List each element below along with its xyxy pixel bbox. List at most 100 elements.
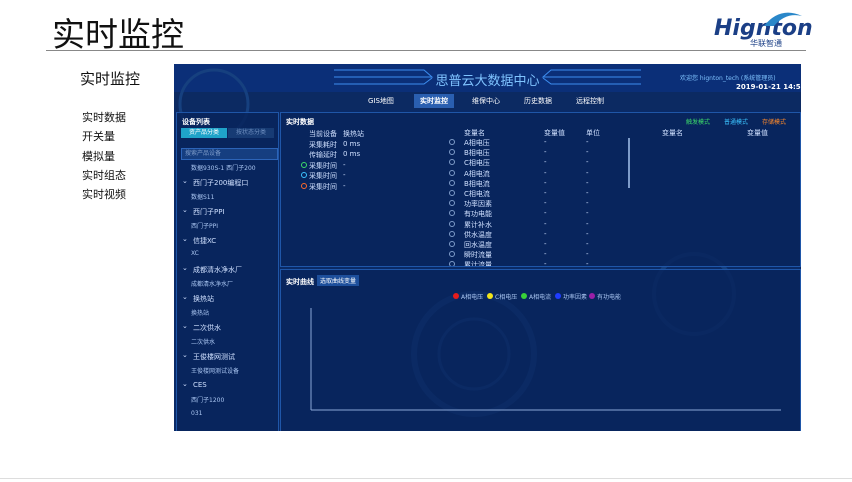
- curve-panel: 实时曲线 选取曲线变量 A相电压 C相电压 A相电流 功率因素 有功电能: [280, 269, 801, 431]
- legend-label[interactable]: A相电流: [529, 294, 552, 301]
- tree-arrow: ⌄: [182, 176, 188, 185]
- tree-leaf[interactable]: XC: [191, 250, 199, 257]
- column-header: 变量值: [544, 129, 565, 137]
- cell: 累计流量: [464, 261, 492, 267]
- table-scrollbar: [628, 138, 630, 188]
- tab[interactable]: 按状态分类: [228, 128, 274, 138]
- tree-leaf[interactable]: 二次供水: [191, 339, 216, 346]
- mode-button[interactable]: 普通模式: [724, 119, 749, 126]
- tree-leaf[interactable]: 西门子1200: [191, 397, 225, 404]
- tree-arrow: ⌄: [182, 379, 188, 388]
- cell: -: [544, 250, 547, 259]
- cell: -: [544, 148, 547, 157]
- row-icon: [449, 230, 455, 237]
- cell: A相电压: [464, 139, 490, 147]
- cell: A相电流: [464, 169, 490, 178]
- tree-leaf[interactable]: 数据930S-1 西门子200: [191, 165, 256, 172]
- tree-leaf[interactable]: 换热站: [191, 310, 210, 317]
- tree-group[interactable]: 二次供水: [193, 323, 221, 332]
- nav-item[interactable]: 实时监控: [414, 94, 454, 108]
- menu-item[interactable]: 实时数据: [82, 111, 126, 124]
- tree-group[interactable]: 西门子200编程口: [193, 178, 249, 187]
- cell: -: [544, 209, 547, 218]
- title-rule: [46, 50, 806, 51]
- tree-group[interactable]: 信捷XC: [193, 236, 217, 245]
- tab[interactable]: 资产品分类: [181, 128, 227, 138]
- cell: -: [586, 158, 589, 167]
- search-box[interactable]: 搜索产品设备: [181, 148, 278, 160]
- menu-item[interactable]: 实时组态: [82, 168, 126, 182]
- cell: B相电流: [464, 179, 490, 188]
- field-label: 采集耗时: [309, 140, 337, 149]
- status-dot: [301, 172, 307, 178]
- cell: -: [544, 219, 547, 228]
- legend-label[interactable]: A相电压: [461, 294, 484, 301]
- field-label: 传输延时: [309, 151, 337, 159]
- cell: 回水温度: [464, 241, 492, 249]
- logo: Hignton: [714, 16, 813, 41]
- tree-leaf[interactable]: 031: [191, 409, 203, 417]
- field-label: 当前设备: [309, 130, 337, 138]
- legend-dot: [555, 293, 561, 299]
- app-screenshot: 思普云大数据中心 欢迎您 hignton_tech (系统管理员) 2019-0…: [174, 64, 801, 431]
- panel-title: 设备列表: [182, 118, 210, 126]
- cell: -: [586, 260, 589, 267]
- tree-leaf[interactable]: 王俊楼网测试设备: [191, 368, 240, 375]
- cell: -: [586, 250, 589, 259]
- row-icon: [449, 251, 455, 258]
- nav-item[interactable]: 维保中心: [472, 97, 500, 105]
- menu-item[interactable]: 实时视频: [82, 188, 126, 202]
- cell: -: [544, 138, 547, 146]
- cell: C相电压: [464, 159, 490, 168]
- cell: -: [586, 138, 589, 146]
- realtime-panel: 实时数据 触发模式 普通模式 存储模式 当前设备 换热站 采集耗时 0 ms 传输延时 0 ms…: [280, 112, 801, 267]
- row-icon: [449, 261, 455, 266]
- cell: -: [586, 199, 589, 208]
- tree-group[interactable]: 王俊楼网测试: [193, 352, 235, 361]
- cell: -: [586, 209, 589, 218]
- row-icon: [449, 169, 455, 176]
- tree-arrow: ⌄: [182, 350, 188, 359]
- legend-label[interactable]: 有功电能: [597, 294, 622, 301]
- row-icon: [449, 149, 455, 156]
- nav-item[interactable]: 历史数据: [524, 97, 552, 105]
- legend-label[interactable]: 功率因素: [563, 294, 588, 301]
- footer-rule: [0, 478, 852, 479]
- tree-arrow: ⌄: [182, 292, 188, 301]
- tree-group[interactable]: 西门子PPI: [193, 207, 225, 216]
- field-value: -: [343, 160, 346, 169]
- row-icon: [449, 220, 455, 227]
- menu-title: 实时监控: [80, 70, 141, 88]
- nav-item[interactable]: 远程控制: [576, 97, 604, 105]
- column-header: 变量名: [662, 129, 683, 137]
- tree-group[interactable]: 换热站: [193, 294, 214, 303]
- tree-leaf[interactable]: 数据S11: [191, 194, 215, 201]
- panel-title: 实时数据: [286, 118, 314, 126]
- cell: 瞬时流量: [464, 251, 492, 260]
- row-icon: [449, 210, 455, 217]
- nav-item[interactable]: GIS地图: [368, 97, 394, 105]
- field-value: 0 ms: [343, 139, 361, 148]
- tree-group[interactable]: CES: [193, 380, 207, 389]
- row-icon: [449, 159, 455, 166]
- menu-item[interactable]: 开关量: [82, 130, 115, 144]
- tree-leaf[interactable]: 成都清水净水厂: [191, 281, 234, 288]
- tree-leaf[interactable]: 西门子PPI: [191, 223, 219, 230]
- row-icon: [449, 179, 455, 186]
- cell: -: [586, 229, 589, 238]
- cell: -: [544, 199, 547, 208]
- cell: -: [586, 148, 589, 157]
- row-icon: [449, 200, 455, 207]
- panel-title: 实时曲线: [286, 278, 314, 286]
- mode-button[interactable]: 存储模式: [762, 119, 787, 126]
- column-header: 变量值: [747, 129, 768, 137]
- select-button[interactable]: 选取曲线变量: [317, 275, 360, 286]
- legend-dot: [589, 293, 595, 299]
- tree-group[interactable]: 成都清水净水厂: [193, 265, 242, 274]
- legend-label[interactable]: C相电压: [495, 294, 518, 301]
- tree-arrow: ⌄: [182, 321, 188, 330]
- field-value: 0 ms: [343, 150, 361, 158]
- mode-button[interactable]: 触发模式: [686, 119, 711, 126]
- menu-item[interactable]: 模拟量: [82, 149, 115, 163]
